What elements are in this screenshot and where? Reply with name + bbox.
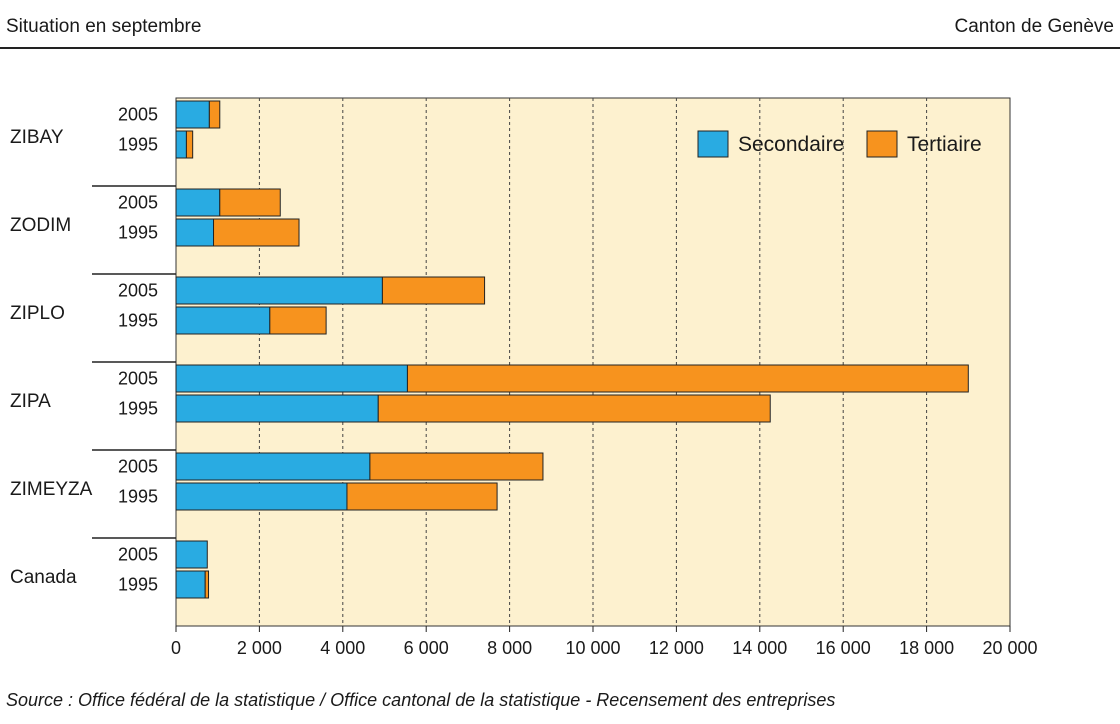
year-label: 2005 <box>118 281 158 301</box>
year-label: 2005 <box>118 105 158 125</box>
bar-secondaire-zipa-2005 <box>175 364 408 393</box>
bar-tertiaire-zodim-2005 <box>219 188 281 217</box>
group-label: ZODIM <box>10 215 71 236</box>
bar-secondaire-zodim-1995 <box>175 218 215 247</box>
x-tick-label: 6 000 <box>404 638 449 658</box>
x-tick-label: 18 000 <box>899 638 954 658</box>
group-label: ZIPLO <box>10 303 65 324</box>
x-tick-label: 10 000 <box>565 638 620 658</box>
year-label: 1995 <box>118 311 158 331</box>
bar-tertiaire-zodim-1995 <box>213 218 300 247</box>
x-tick-label: 8 000 <box>487 638 532 658</box>
group-label: ZIBAY <box>10 127 64 148</box>
year-label: 1995 <box>118 135 158 155</box>
x-tick-label: 0 <box>171 638 181 658</box>
legend-swatch-tertiaire <box>866 130 898 158</box>
bar-tertiaire-zipa-1995 <box>377 394 771 423</box>
bar-tertiaire-ziplo-1995 <box>269 306 327 335</box>
year-label: 2005 <box>118 457 158 477</box>
legend-label: Tertiaire <box>907 133 982 156</box>
year-label: 1995 <box>118 223 158 243</box>
bar-secondaire-zimeyza-1995 <box>175 482 348 511</box>
x-tick-label: 14 000 <box>732 638 787 658</box>
header-left-title: Situation en septembre <box>6 16 202 37</box>
bar-tertiaire-zimeyza-1995 <box>346 482 498 511</box>
header-divider <box>0 47 1120 49</box>
x-tick-label: 2 000 <box>237 638 282 658</box>
x-tick-label: 12 000 <box>649 638 704 658</box>
bar-tertiaire-zipa-2005 <box>406 364 969 393</box>
year-label: 2005 <box>118 369 158 389</box>
x-tick-label: 4 000 <box>320 638 365 658</box>
bar-secondaire-zibay-2005 <box>175 100 210 129</box>
bar-secondaire-canada-2005 <box>175 540 208 569</box>
bar-secondaire-ziplo-2005 <box>175 276 383 305</box>
source-note: Source : Office fédéral de la statistiqu… <box>6 690 836 710</box>
bar-secondaire-canada-1995 <box>175 570 206 599</box>
legend-label: Secondaire <box>738 133 844 156</box>
bar-secondaire-zibay-1995 <box>175 130 187 159</box>
bar-secondaire-zipa-1995 <box>175 394 379 423</box>
bar-tertiaire-zibay-1995 <box>185 130 194 159</box>
group-label: ZIPA <box>10 391 51 412</box>
x-tick-label: 20 000 <box>982 638 1037 658</box>
bar-tertiaire-zibay-2005 <box>208 100 221 129</box>
year-label: 2005 <box>118 545 158 565</box>
bar-tertiaire-canada-1995 <box>204 570 210 599</box>
bar-secondaire-zodim-2005 <box>175 188 221 217</box>
group-label: Canada <box>10 567 77 588</box>
bar-tertiaire-ziplo-2005 <box>381 276 486 305</box>
year-label: 1995 <box>118 487 158 507</box>
year-label: 1995 <box>118 575 158 595</box>
group-label: ZIMEYZA <box>10 479 93 500</box>
bar-secondaire-zimeyza-2005 <box>175 452 371 481</box>
legend-swatch-secondaire <box>697 130 729 158</box>
stacked-bar-chart: 2005 1995 ZIBAY 2005 1995 ZODIM 2005 1995 ZIPLO 2… <box>10 97 1038 658</box>
bar-tertiaire-zimeyza-2005 <box>369 452 544 481</box>
year-label: 1995 <box>118 399 158 419</box>
header-right-title: Canton de Genève <box>954 16 1114 37</box>
year-label: 2005 <box>118 193 158 213</box>
x-tick-label: 16 000 <box>816 638 871 658</box>
bar-secondaire-ziplo-1995 <box>175 306 271 335</box>
